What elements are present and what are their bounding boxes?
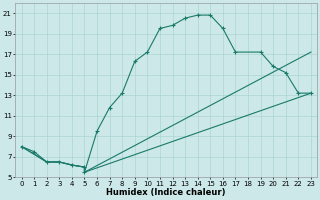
X-axis label: Humidex (Indice chaleur): Humidex (Indice chaleur) <box>107 188 226 197</box>
